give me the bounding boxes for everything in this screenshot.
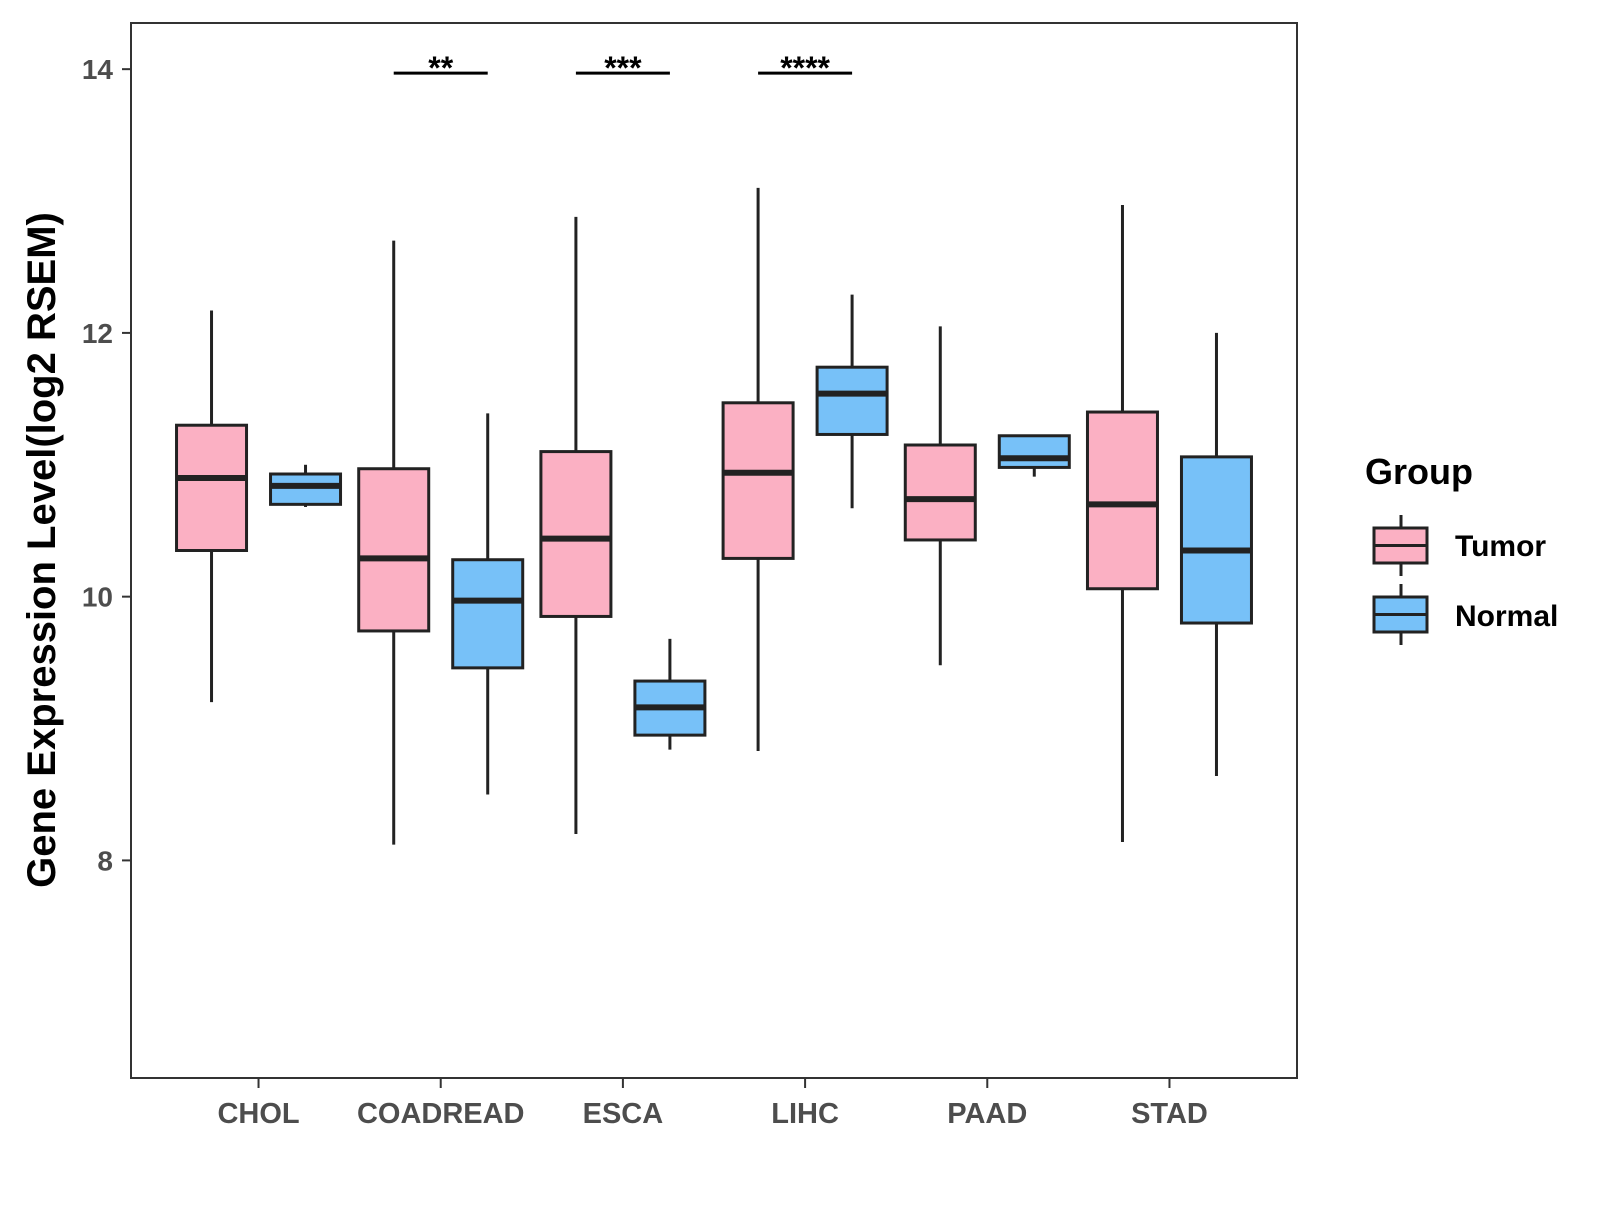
box-tumor-chol: [175, 310, 249, 703]
box-body: [815, 365, 889, 436]
legend-item-tumor: Tumor: [1372, 515, 1546, 576]
x-axis: CHOL COADREAD ESCA LIHC PAAD STAD: [217, 1078, 1208, 1130]
plot-panel-border: [130, 22, 1298, 1079]
box-body: [1085, 410, 1159, 591]
box-tumor-esca: [539, 216, 613, 835]
x-tick-label: ESCA: [583, 1098, 664, 1130]
x-tick-label: PAAD: [947, 1098, 1027, 1130]
x-tick-label: CHOL: [217, 1098, 299, 1130]
box-normal-chol: [269, 464, 343, 507]
legend-label-normal: Normal: [1455, 600, 1558, 633]
y-tick-label: 10: [82, 582, 113, 613]
significance-lihc: ****: [758, 50, 853, 86]
y-axis-title: Gene Expression Level(log2 RSEM): [20, 212, 64, 888]
box-body: [1179, 455, 1253, 625]
box-tumor-lihc: [721, 187, 795, 751]
y-tick-label: 12: [82, 318, 113, 349]
box-body: [175, 423, 249, 552]
x-tick-label: COADREAD: [357, 1098, 525, 1130]
box-body: [357, 467, 431, 633]
box-body: [539, 450, 613, 618]
box-normal-stad: [1179, 332, 1253, 777]
box-body: [721, 401, 795, 560]
box-normal-paad: [997, 434, 1071, 477]
legend-key-tumor: [1372, 515, 1429, 576]
box-body: [997, 434, 1071, 469]
box-body: [903, 443, 977, 542]
y-tick-label: 8: [97, 845, 113, 876]
boxes-layer: [175, 187, 1253, 845]
box-normal-coadread: [451, 413, 525, 795]
box-body: [451, 558, 525, 670]
legend-key-normal: [1372, 584, 1429, 645]
box-normal-lihc: [815, 294, 889, 509]
x-tick-label: STAD: [1131, 1098, 1208, 1130]
box-tumor-stad: [1085, 204, 1159, 842]
significance-label: **: [428, 50, 453, 86]
significance-label: ***: [604, 50, 642, 86]
box-tumor-paad: [903, 326, 977, 666]
box-normal-esca: [633, 638, 707, 750]
y-axis: 8 10 12 14: [82, 54, 131, 876]
y-tick-label: 14: [82, 54, 114, 85]
box-body: [269, 472, 343, 506]
legend-item-normal: Normal: [1372, 584, 1558, 645]
significance-label: ****: [780, 50, 830, 86]
significance-coadread: **: [393, 50, 488, 86]
significance-esca: ***: [575, 50, 670, 86]
x-tick-label: LIHC: [771, 1098, 839, 1130]
legend-label-tumor: Tumor: [1455, 530, 1546, 563]
box-tumor-coadread: [357, 240, 431, 845]
significance-annotations: ** *** ****: [393, 50, 853, 86]
legend-title: Group: [1365, 451, 1473, 492]
legend: Group Tumor Normal: [1365, 451, 1558, 645]
